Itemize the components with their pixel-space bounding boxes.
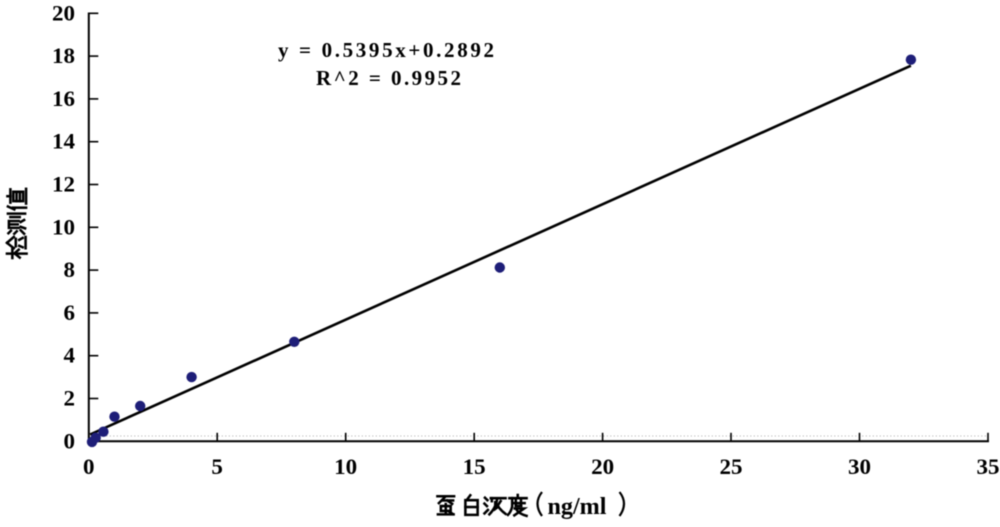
svg-text:12: 12 [52, 172, 75, 197]
svg-text:0: 0 [64, 428, 76, 453]
svg-text:35: 35 [977, 454, 1000, 479]
svg-text:0: 0 [83, 454, 95, 479]
svg-text:2: 2 [64, 386, 76, 411]
svg-text:20: 20 [52, 0, 75, 25]
svg-text:8: 8 [64, 257, 76, 282]
svg-text:6: 6 [64, 300, 76, 325]
svg-text:ng/ml: ng/ml [548, 494, 607, 520]
svg-text:20: 20 [591, 454, 614, 479]
svg-text:4: 4 [64, 343, 76, 368]
svg-text:R^2 = 0.9952: R^2 = 0.9952 [316, 66, 461, 90]
svg-text:5: 5 [211, 454, 223, 479]
svg-text:y = 0.5395x+0.2892: y = 0.5395x+0.2892 [278, 38, 494, 62]
svg-text:10: 10 [334, 454, 357, 479]
svg-text:10: 10 [52, 214, 75, 239]
svg-text:16: 16 [52, 86, 75, 111]
svg-text:14: 14 [52, 129, 75, 154]
svg-text:30: 30 [848, 454, 871, 479]
svg-text:15: 15 [463, 454, 486, 479]
svg-text:25: 25 [720, 454, 743, 479]
svg-text:18: 18 [52, 43, 75, 68]
